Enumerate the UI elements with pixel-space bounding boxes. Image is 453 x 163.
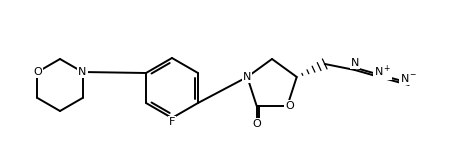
Text: O: O: [33, 67, 42, 77]
Text: N$^-$: N$^-$: [400, 72, 418, 84]
Text: O: O: [252, 119, 261, 129]
Text: F: F: [169, 117, 175, 127]
Text: N$^+$: N$^+$: [374, 63, 391, 79]
Text: N: N: [78, 67, 87, 77]
Text: O: O: [285, 101, 294, 111]
Text: N: N: [351, 58, 359, 68]
Text: N: N: [243, 72, 251, 82]
